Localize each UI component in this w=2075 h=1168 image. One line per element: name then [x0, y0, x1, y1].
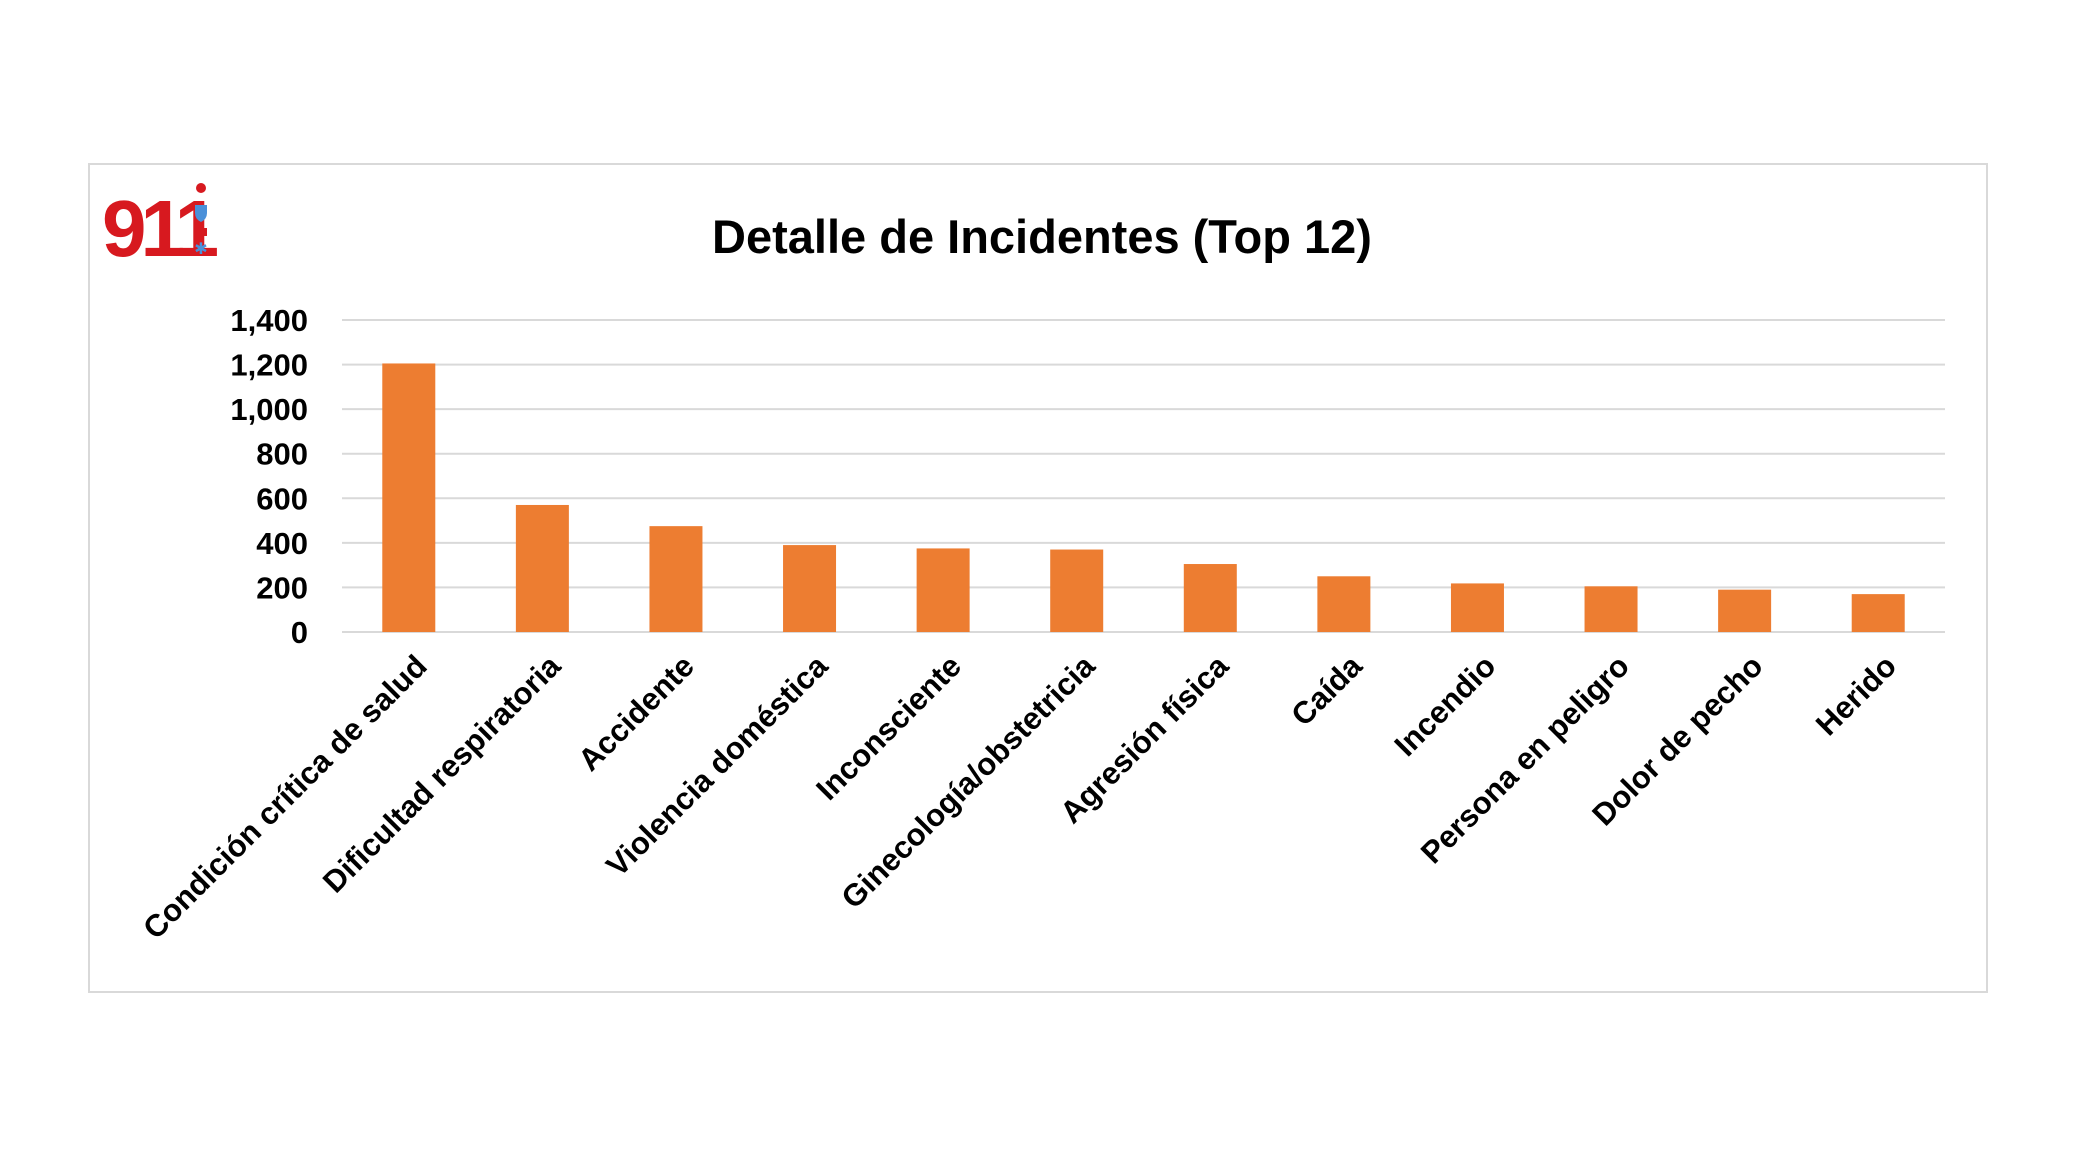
y-axis-ticks: 0 200 400 600 800 1,000 1,200 1,400: [230, 303, 308, 650]
bar: [1450, 583, 1504, 632]
x-category-label: Violencia doméstica: [599, 648, 835, 884]
bar: [1317, 576, 1371, 632]
gridlines: [342, 319, 1945, 633]
x-category-label: Incendio: [1388, 648, 1503, 763]
y-tick-label: 400: [256, 526, 308, 561]
bar: [1183, 564, 1237, 632]
bar: [649, 526, 703, 632]
911-logo-icon: 911 ✱: [102, 183, 224, 273]
bars: [382, 363, 1905, 632]
x-category-label: Herido: [1809, 648, 1903, 742]
y-tick-label: 1,200: [230, 348, 308, 383]
bar: [916, 548, 970, 632]
chart-container: 911 ✱ Detalle de Incidentes (Top 12) 0 20…: [88, 163, 1988, 993]
x-category-label: Condición crítica de salud: [136, 648, 434, 946]
y-tick-label: 1,000: [230, 392, 308, 427]
bar: [783, 545, 837, 632]
bar: [1584, 586, 1638, 632]
y-tick-label: 600: [256, 481, 308, 516]
chart-title: Detalle de Incidentes (Top 12): [712, 210, 1372, 263]
x-category-label: Accidente: [571, 648, 701, 778]
bar: [1851, 594, 1905, 632]
svg-text:✱: ✱: [194, 239, 207, 258]
y-tick-label: 800: [256, 437, 308, 472]
x-category-label: Caída: [1284, 648, 1369, 733]
bar: [382, 363, 436, 632]
bar: [1718, 589, 1772, 632]
bar: [515, 504, 569, 632]
y-tick-label: 1,400: [230, 303, 308, 338]
x-category-label: Dificultad respiratoria: [316, 648, 568, 900]
y-tick-label: 0: [291, 615, 308, 650]
bar-chart: 911 ✱ Detalle de Incidentes (Top 12) 0 20…: [102, 183, 1945, 946]
x-category-label: Ginecología/obstetricia: [835, 648, 1103, 916]
y-tick-label: 200: [256, 570, 308, 605]
bar: [1050, 549, 1104, 632]
